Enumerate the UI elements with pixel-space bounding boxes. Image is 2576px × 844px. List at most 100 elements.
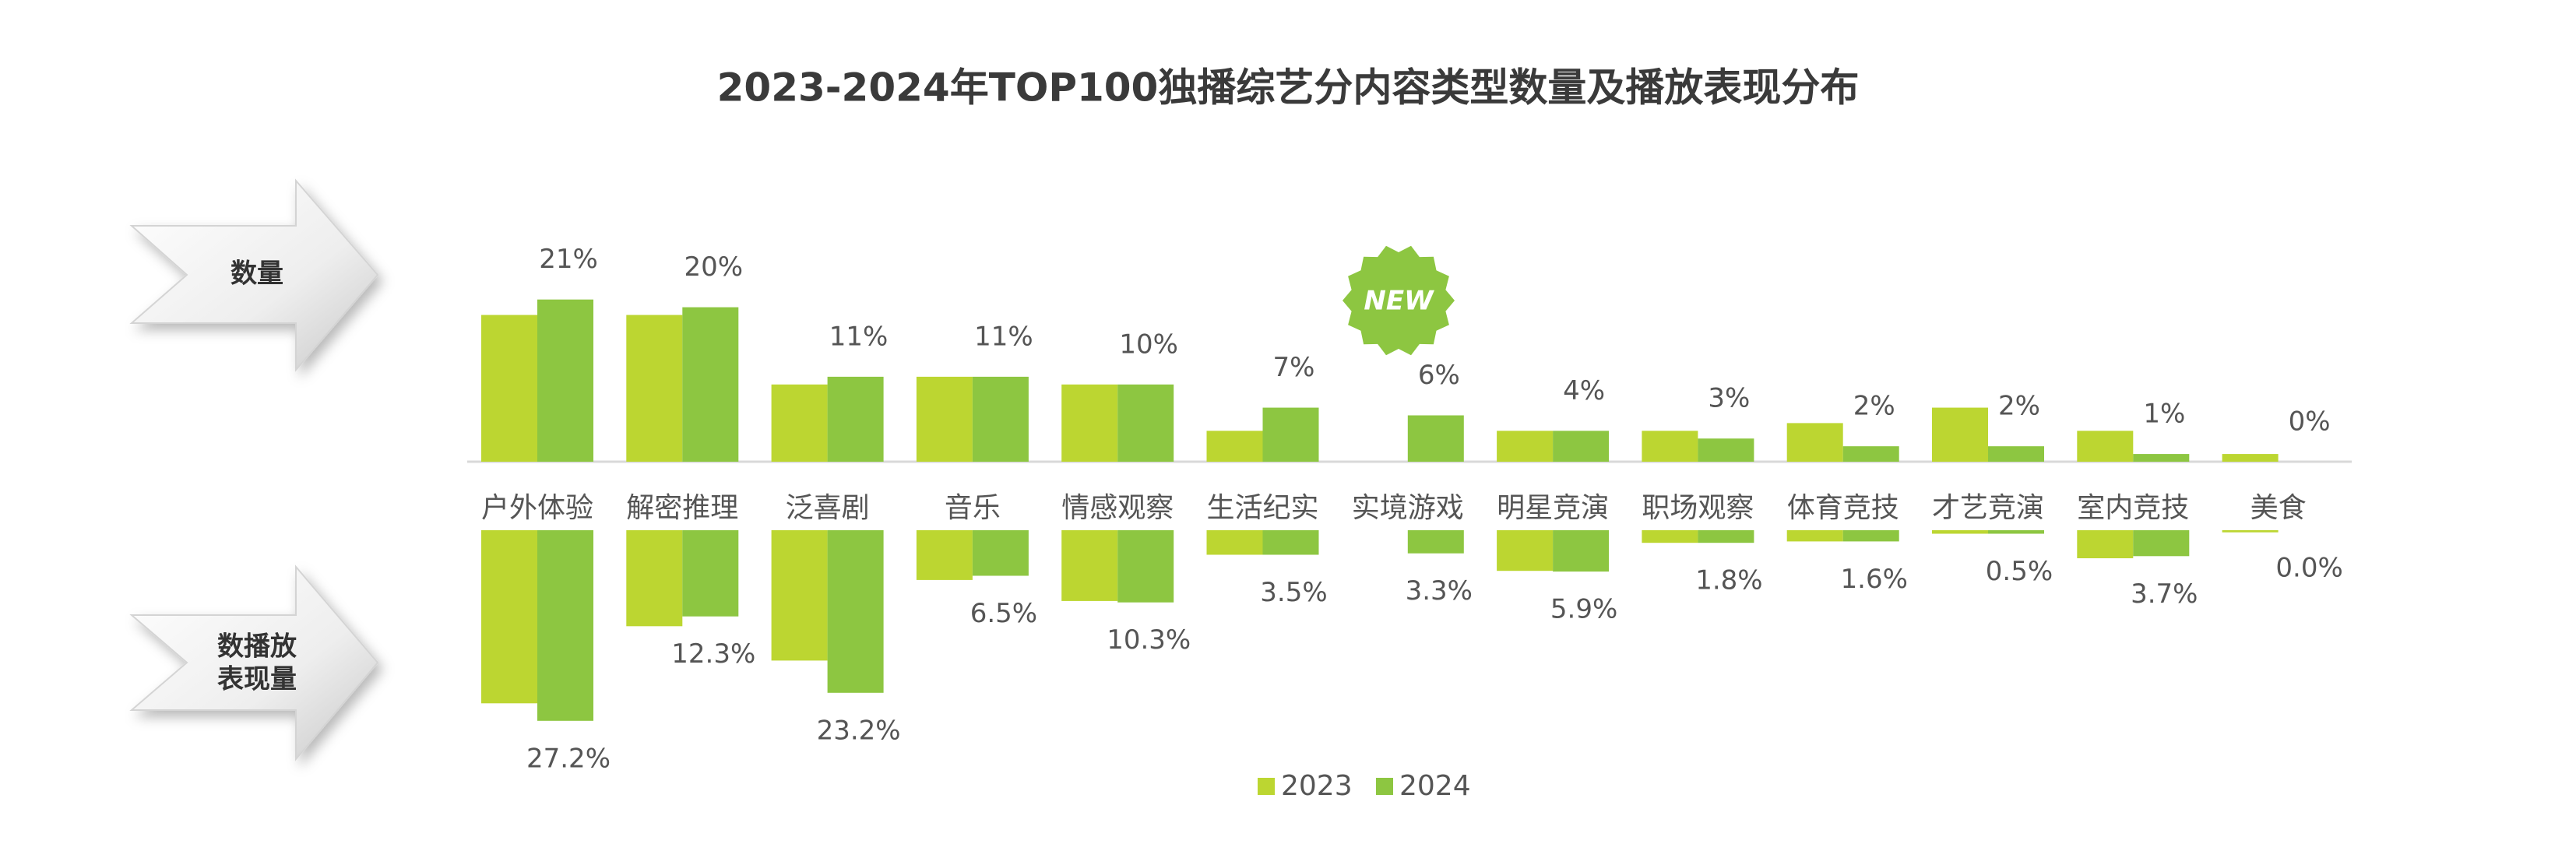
bar [771,530,828,661]
bar [1988,530,2044,534]
badge-text: NEW [1364,286,1434,317]
bar [1932,407,1988,462]
bar [972,376,1029,462]
data-label: 3.3% [1406,575,1473,607]
bar [1842,530,1899,542]
bar [1786,423,1843,462]
data-label: 11% [974,321,1033,352]
legend-label: 2024 [1399,770,1471,802]
data-label: 23.2% [817,715,901,746]
data-label: 27.2% [526,743,611,774]
bar [537,530,593,721]
bar [1932,530,1988,534]
x-tick-label: 美食 [2250,492,2307,524]
x-tick-label: 实境游戏 [1352,492,1464,524]
bar [2077,431,2134,462]
x-tick-label: 户外体验 [481,492,593,524]
x-tick-label: 泛喜剧 [786,492,870,524]
data-label: 3.7% [2131,578,2198,610]
data-label: 0.5% [1986,556,2053,587]
x-tick-label: 解密推理 [626,492,738,524]
x-tick-label: 体育竞技 [1787,492,1899,524]
x-tick-label: 才艺竞演 [1932,492,2044,524]
badge-shape [1343,245,1455,356]
panel-arrow [129,178,379,372]
bar [2077,530,2134,558]
data-label: 1.8% [1695,565,1762,596]
bar [2222,530,2279,533]
x-tick-label: 情感观察 [1061,492,1174,524]
panel-arrow [129,564,379,761]
data-label: 5.9% [1550,594,1617,625]
x-tick-label: 明星竞演 [1497,492,1609,524]
bar [1262,530,1319,555]
bar [1497,431,1554,462]
data-label: 1.6% [1841,564,1908,595]
bar [1786,530,1843,542]
data-label: 20% [684,251,744,283]
bar [682,530,739,617]
data-label: 12.3% [671,638,755,670]
bar [1642,530,1698,543]
bar [916,376,973,462]
bar [1642,431,1698,462]
panel-label: 表现量 [217,664,297,695]
data-label: 0.0% [2275,553,2342,584]
data-label: 21% [539,244,598,275]
bar [2133,530,2190,557]
bar [1407,530,1464,554]
bar [972,530,1029,576]
data-label: 1% [2143,399,2185,430]
bar [1061,384,1118,462]
bar [1842,446,1899,462]
bar [1262,407,1319,462]
bar [827,530,884,693]
bar [1553,530,1610,572]
x-tick-label: 生活纪实 [1206,492,1318,524]
bar [481,530,537,704]
bar [1988,446,2044,462]
data-label: 2% [1853,391,1895,422]
bar [1206,431,1263,462]
x-tick-label: 职场观察 [1642,492,1754,524]
panel-label: 数播放 [217,631,297,663]
bar [2222,454,2279,462]
bar [1553,431,1610,462]
bar [1698,530,1754,543]
bar [682,307,739,462]
bar [827,376,884,462]
x-tick-label: 音乐 [945,492,1001,524]
data-label: 6% [1418,360,1460,391]
data-label: 0% [2289,406,2331,438]
chart-title: 2023-2024年TOP100独播综艺分内容类型数量及播放表现分布 [717,65,1860,111]
bar [1117,530,1174,603]
new-badge: NEW [1343,245,1455,356]
bar [2133,454,2190,462]
data-label: 4% [1563,375,1605,406]
bar [1698,438,1754,462]
legend-swatch [1258,778,1275,795]
bar [916,530,973,580]
bar [626,530,683,627]
data-label: 6.5% [970,598,1037,629]
bar [537,299,593,462]
data-label: 3% [1708,383,1750,414]
bar [1061,530,1118,601]
data-label: 11% [829,321,889,352]
bar [481,315,537,462]
bar [1117,384,1174,462]
bar [1497,530,1554,571]
legend-swatch [1376,778,1393,795]
data-label: 10% [1119,329,1178,360]
bar [1206,530,1263,555]
data-label: 7% [1273,352,1315,383]
panel-label: 数量 [231,258,283,290]
data-label: 3.5% [1260,577,1327,608]
x-tick-label: 室内竞技 [2077,492,2189,524]
bar [1407,415,1464,462]
data-label: 2% [1998,391,2040,422]
legend-label: 2023 [1281,770,1353,802]
bar [771,384,828,462]
